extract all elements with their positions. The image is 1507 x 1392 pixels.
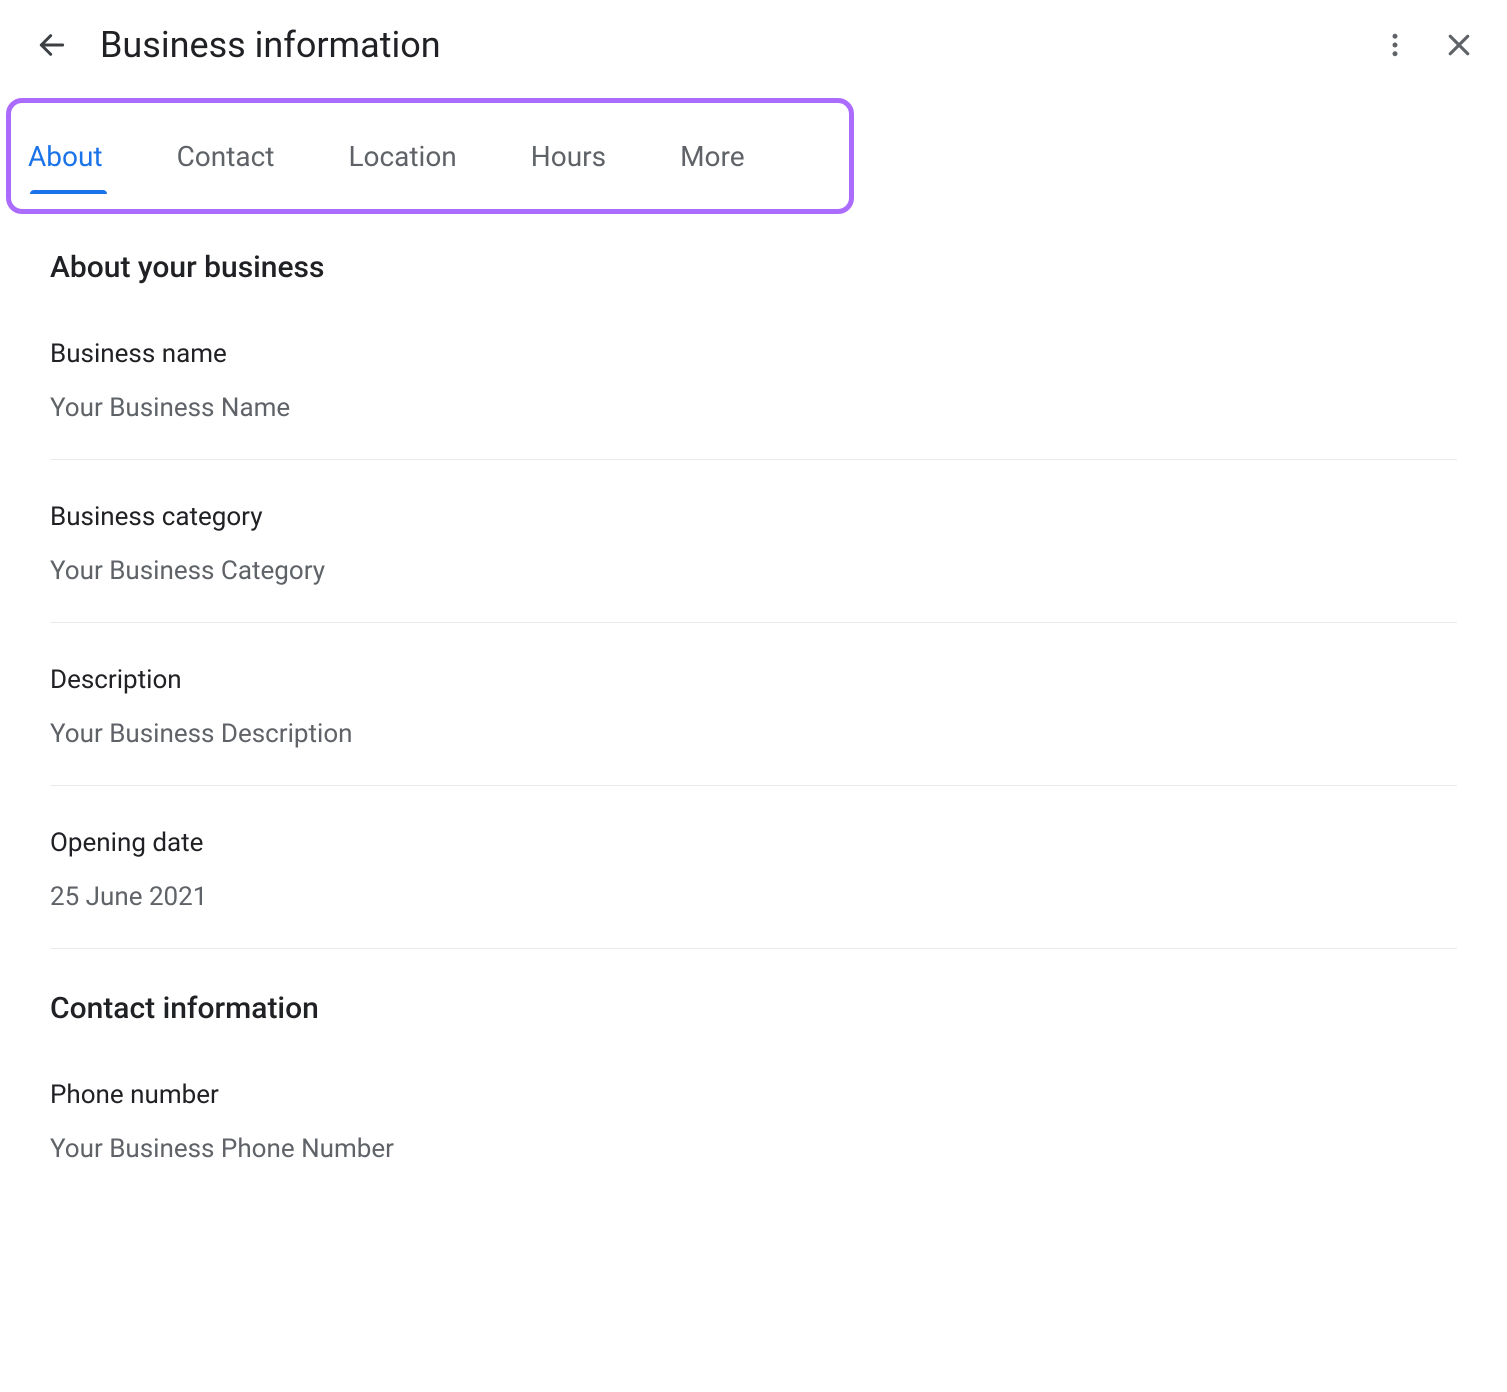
- more-vert-icon: [1380, 30, 1410, 60]
- more-options-button[interactable]: [1371, 21, 1419, 69]
- tab-more[interactable]: More: [678, 106, 747, 206]
- close-button[interactable]: [1435, 21, 1483, 69]
- tab-hours[interactable]: Hours: [529, 106, 608, 206]
- bottom-fade-overlay: [0, 1322, 1507, 1392]
- field-label: Phone number: [50, 1080, 1457, 1110]
- page-title: Business information: [100, 24, 441, 66]
- section-title-about: About your business: [50, 250, 1457, 285]
- content-area: About your business Business name Your B…: [0, 206, 1507, 1164]
- field-value: Your Business Category: [50, 556, 1457, 586]
- field-value: 25 June 2021: [50, 882, 1457, 912]
- section-title-contact: Contact information: [50, 991, 1457, 1026]
- arrow-back-icon: [36, 29, 68, 61]
- field-label: Business category: [50, 502, 1457, 532]
- field-label: Description: [50, 665, 1457, 695]
- tab-location[interactable]: Location: [346, 106, 458, 206]
- field-business-category[interactable]: Business category Your Business Category: [50, 502, 1457, 623]
- field-label: Business name: [50, 339, 1457, 369]
- back-button[interactable]: [28, 21, 76, 69]
- field-business-name[interactable]: Business name Your Business Name: [50, 339, 1457, 460]
- field-label: Opening date: [50, 828, 1457, 858]
- field-description[interactable]: Description Your Business Description: [50, 665, 1457, 786]
- close-icon: [1444, 30, 1474, 60]
- field-phone-number[interactable]: Phone number Your Business Phone Number: [50, 1080, 1457, 1164]
- field-value: Your Business Name: [50, 393, 1457, 423]
- field-opening-date[interactable]: Opening date 25 June 2021: [50, 828, 1457, 949]
- field-value: Your Business Description: [50, 719, 1457, 749]
- tab-contact[interactable]: Contact: [175, 106, 277, 206]
- header: Business information: [0, 0, 1507, 90]
- field-value: Your Business Phone Number: [50, 1134, 1457, 1164]
- tab-about[interactable]: About: [26, 106, 105, 206]
- tabs-container: About Contact Location Hours More: [0, 106, 1507, 206]
